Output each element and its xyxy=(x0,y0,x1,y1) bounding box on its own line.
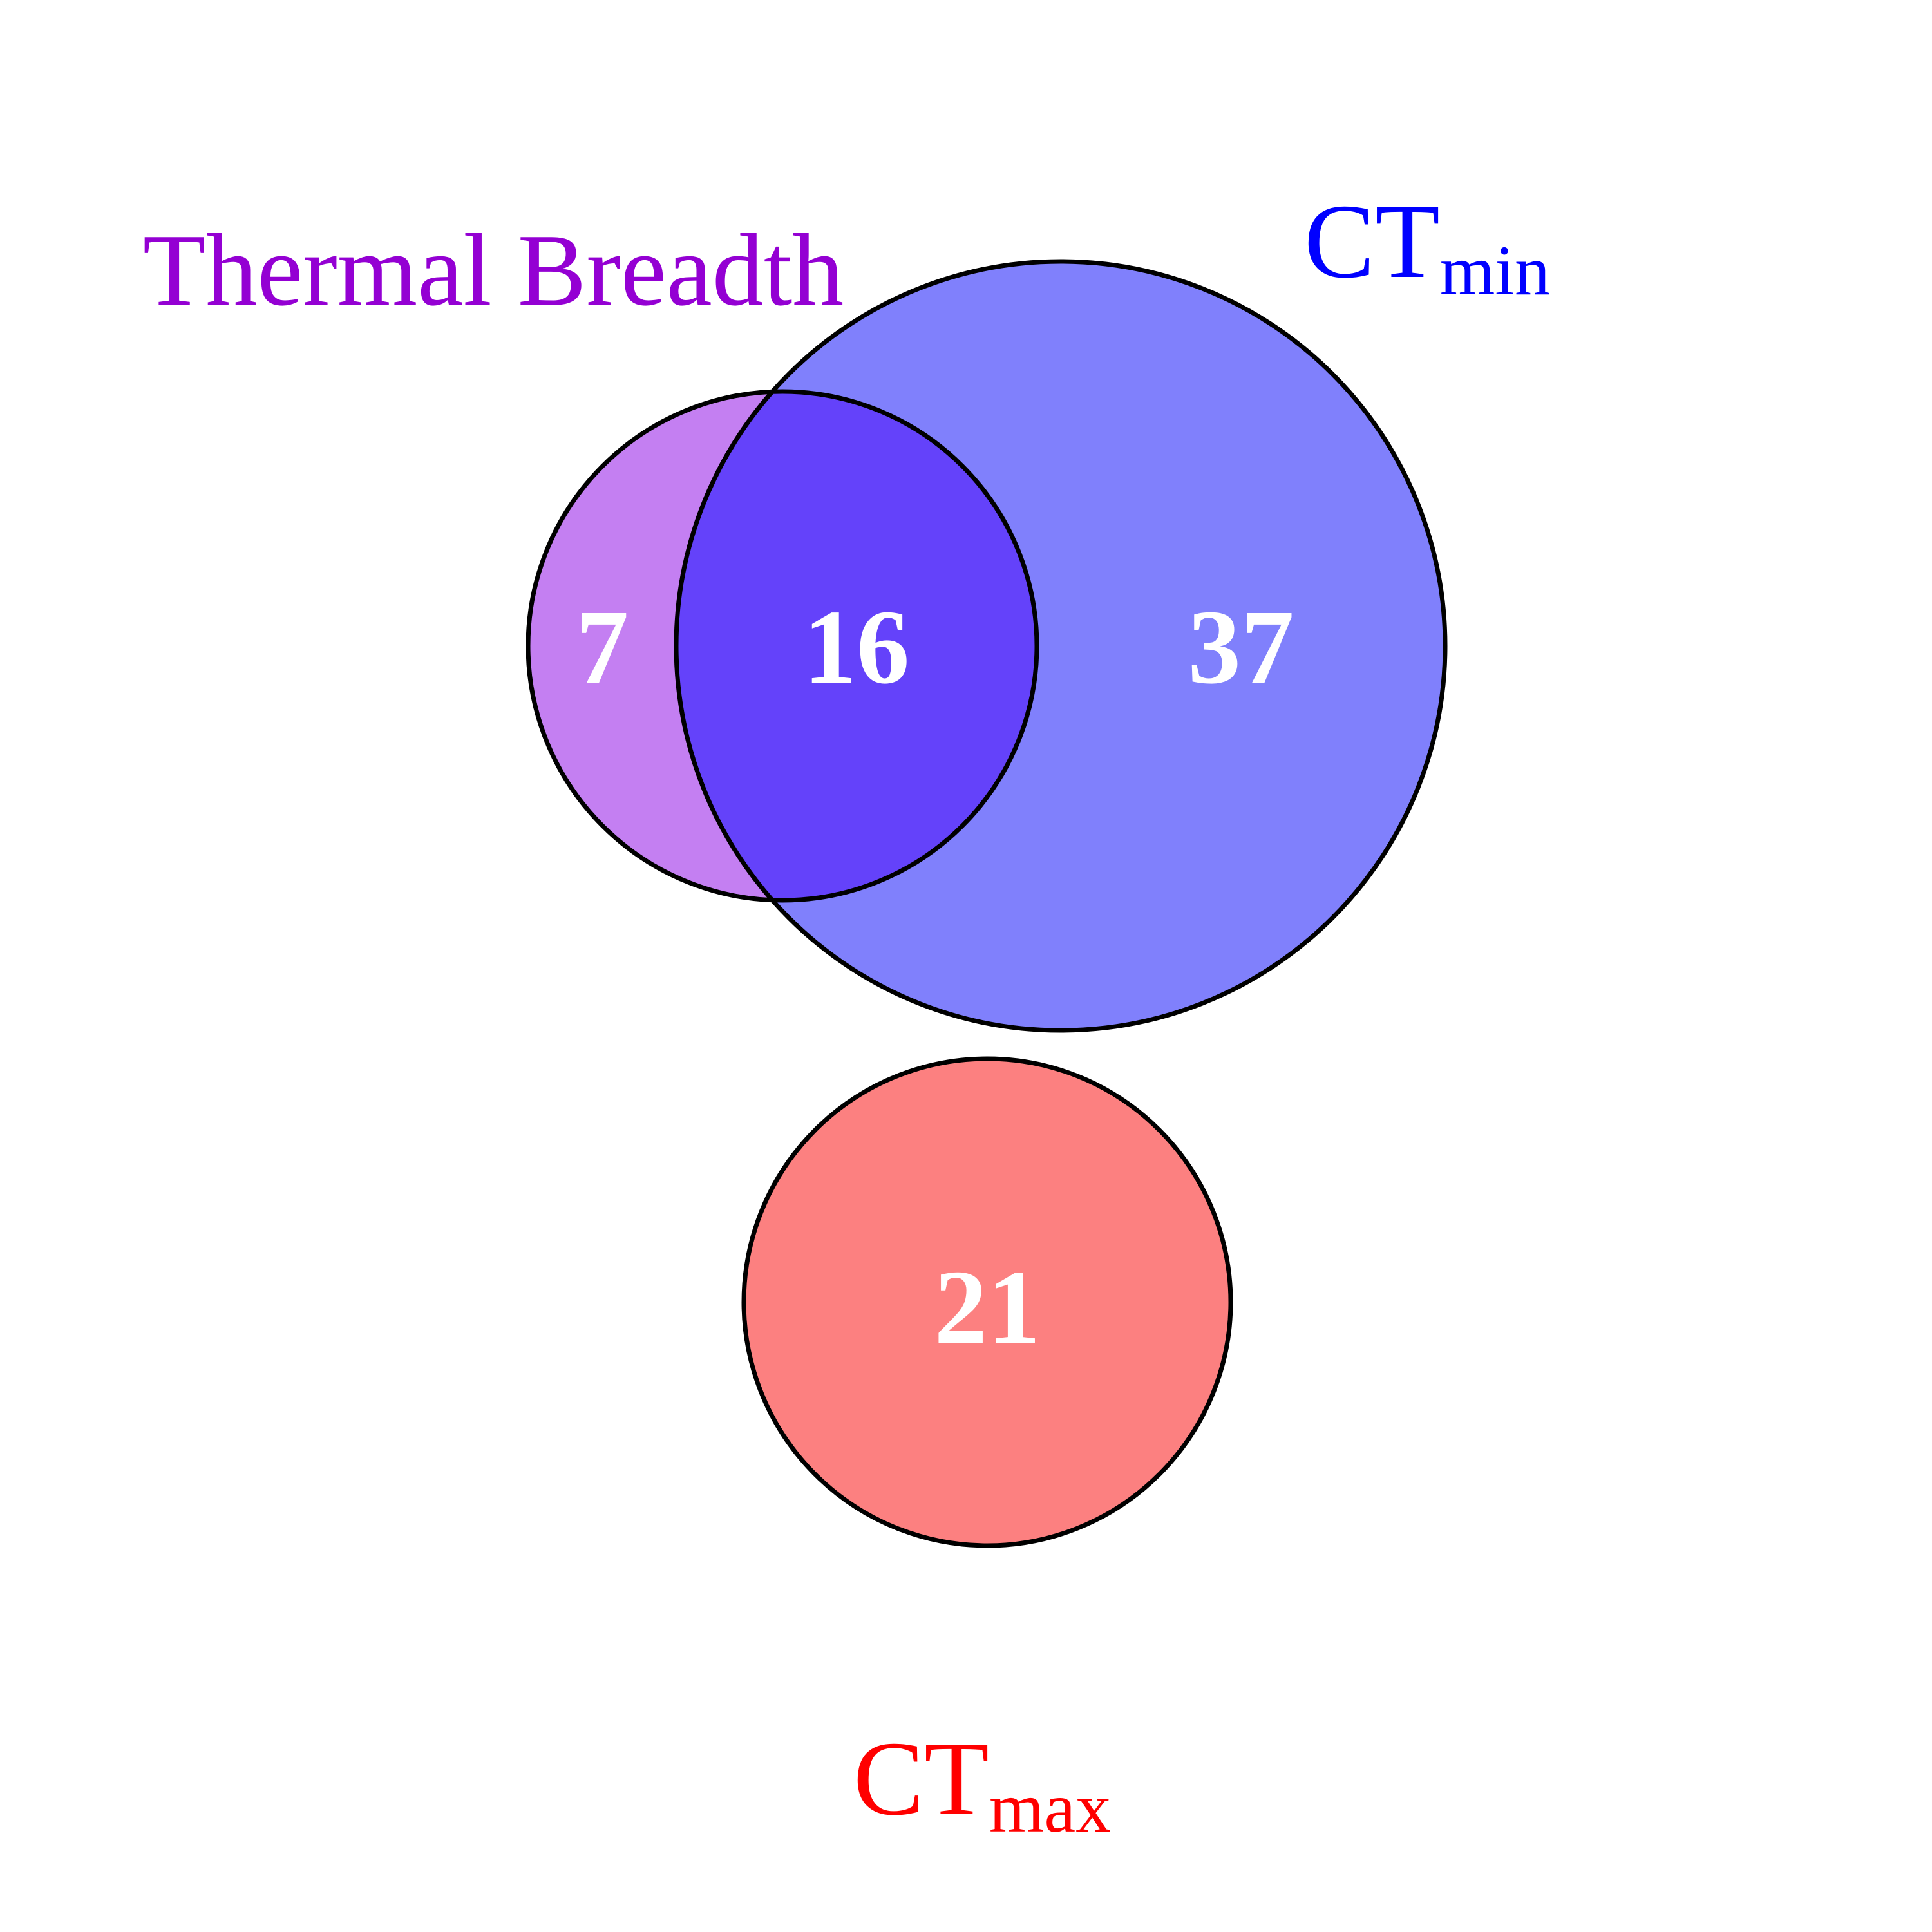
label-ct-min: CTmin xyxy=(1304,182,1550,310)
label-ct-min-sub: min xyxy=(1440,231,1550,310)
label-ct-max-sub: max xyxy=(989,1768,1111,1847)
count-thermal-only: 7 xyxy=(576,588,629,706)
count-ctmax-only: 21 xyxy=(934,1248,1041,1366)
label-ct-max: CTmax xyxy=(853,1719,1111,1847)
label-thermal-breadth: Thermal Breadth xyxy=(143,213,844,327)
ct-min-outline xyxy=(674,259,1448,1033)
label-ct-min-main: CT xyxy=(1304,182,1440,300)
count-thermal-ctmin: 16 xyxy=(804,588,910,706)
count-ctmin-only: 37 xyxy=(1188,588,1294,706)
thermal-ctmin-overlap xyxy=(676,392,1037,900)
ct-max-circle xyxy=(744,1059,1231,1546)
ct-max-outline xyxy=(741,1056,1233,1548)
label-ct-max-main: CT xyxy=(853,1719,989,1837)
thermal-breadth-outline xyxy=(526,389,1039,903)
